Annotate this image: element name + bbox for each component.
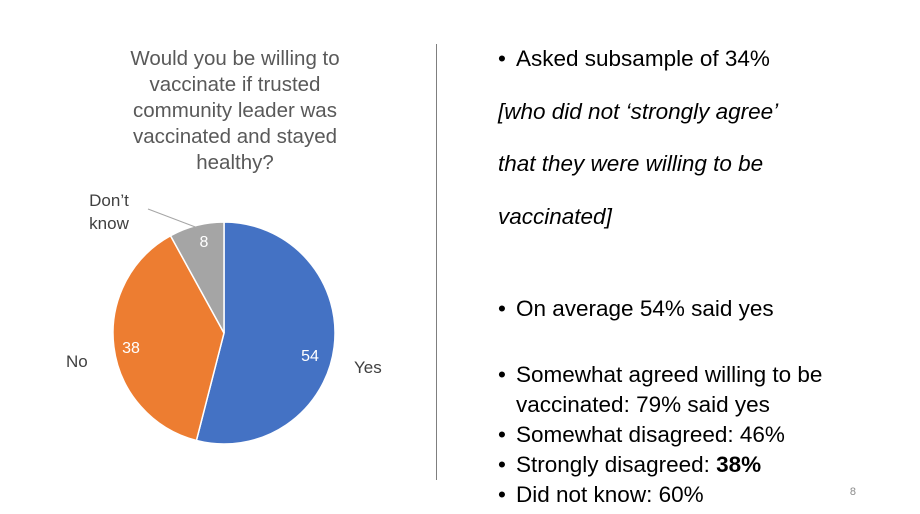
bullet-average-text: On average 54% said yes — [516, 296, 774, 321]
bullet-average: On average 54% said yes — [496, 294, 906, 324]
bullet-strongly-disagreed: Strongly disagreed: 38% — [496, 450, 906, 480]
page-number: 8 — [849, 486, 856, 498]
chart-title-line-3: community leader was — [133, 99, 337, 122]
pie-chart: 54 38 8 Yes No Don’t know — [66, 191, 382, 445]
pie-slice-yes — [195, 221, 336, 445]
data-label-no: 38 — [122, 340, 140, 357]
chart-title-line-2: vaccinate if trusted — [149, 73, 321, 96]
category-label-dont-know-line-1: Don’t — [89, 191, 129, 210]
chart-title-line-4: vaccinated and stayed — [133, 125, 337, 148]
bullet-did-not-know-text: Did not know: 60% — [516, 482, 704, 507]
category-label-yes: Yes — [354, 358, 382, 377]
vertical-divider — [436, 44, 437, 480]
category-label-no: No — [66, 352, 88, 371]
bullet-subsample-note-line-2: that they were willing to be — [498, 151, 764, 176]
chart-title-line-1: Would you be willing to — [130, 47, 340, 70]
bullet-strongly-disagreed-value: 38% — [716, 452, 762, 477]
leader-line-dont-know — [147, 208, 199, 229]
bullet-subsample-note-line-1: [who did not ‘strongly agree’ — [498, 98, 779, 124]
bullet-list: Asked subsample of 34% [who did not ‘str… — [496, 44, 906, 510]
bullet-subsample: Asked subsample of 34% — [496, 44, 906, 74]
chart-title-line-5: healthy? — [196, 151, 274, 174]
bullet-somewhat-agreed: Somewhat agreed willing to be vaccinated… — [496, 360, 906, 420]
bullet-somewhat-agreed-line-2: vaccinated: 79% said yes — [516, 392, 770, 417]
bullet-strongly-disagreed-text: Strongly disagreed: — [516, 452, 717, 477]
pie-slice-dont-know — [169, 221, 225, 334]
data-label-yes: 54 — [301, 348, 319, 365]
pie-slice-no — [112, 234, 225, 442]
data-label-dont-know: 8 — [200, 234, 209, 251]
bullet-did-not-know: Did not know: 60% — [496, 480, 906, 510]
bullet-subsample-text: Asked subsample of 34% — [516, 46, 770, 71]
bullet-somewhat-disagreed-text: Somewhat disagreed: 46% — [516, 422, 785, 447]
bullet-subsample-note-line-3: vaccinated] — [498, 203, 612, 229]
chart-title: Would you be willing to vaccinate if tru… — [95, 46, 375, 176]
bullet-somewhat-agreed-line-1: Somewhat agreed willing to be — [516, 362, 823, 387]
category-label-dont-know-line-2: know — [89, 214, 129, 233]
bullet-somewhat-disagreed: Somewhat disagreed: 46% — [496, 420, 906, 450]
